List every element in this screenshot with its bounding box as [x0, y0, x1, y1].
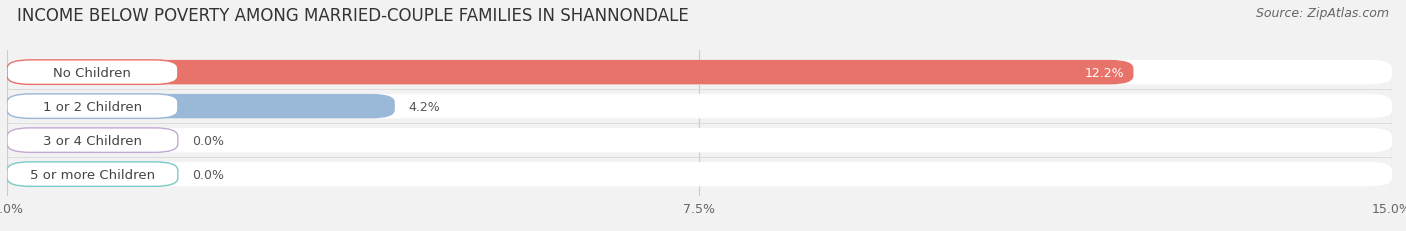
FancyBboxPatch shape [7, 61, 177, 85]
FancyBboxPatch shape [7, 94, 1392, 119]
Text: INCOME BELOW POVERTY AMONG MARRIED-COUPLE FAMILIES IN SHANNONDALE: INCOME BELOW POVERTY AMONG MARRIED-COUPL… [17, 7, 689, 25]
FancyBboxPatch shape [7, 61, 1133, 85]
Text: 5 or more Children: 5 or more Children [30, 168, 155, 181]
Text: 3 or 4 Children: 3 or 4 Children [44, 134, 142, 147]
FancyBboxPatch shape [7, 162, 1392, 187]
FancyBboxPatch shape [7, 61, 1392, 85]
Text: 0.0%: 0.0% [191, 168, 224, 181]
FancyBboxPatch shape [7, 128, 177, 153]
Text: 12.2%: 12.2% [1084, 66, 1125, 79]
FancyBboxPatch shape [7, 162, 177, 187]
Text: 4.2%: 4.2% [409, 100, 440, 113]
Text: Source: ZipAtlas.com: Source: ZipAtlas.com [1256, 7, 1389, 20]
FancyBboxPatch shape [7, 94, 177, 119]
Text: 1 or 2 Children: 1 or 2 Children [42, 100, 142, 113]
Text: No Children: No Children [53, 66, 131, 79]
FancyBboxPatch shape [7, 94, 395, 119]
FancyBboxPatch shape [7, 128, 1392, 153]
Text: 0.0%: 0.0% [191, 134, 224, 147]
